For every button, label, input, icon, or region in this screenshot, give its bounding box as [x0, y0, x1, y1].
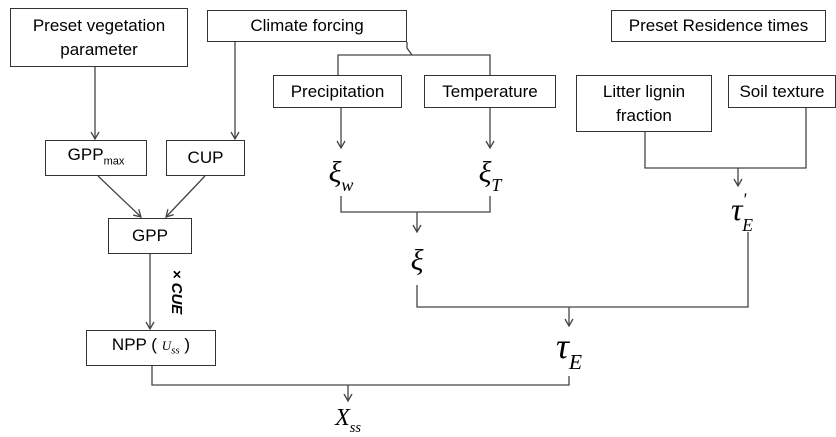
- symbol-part: E: [568, 350, 582, 374]
- cup-box: CUP: [166, 140, 245, 176]
- label-part: NPP (: [111, 335, 157, 355]
- climate-box: Climate forcing: [207, 10, 407, 42]
- temperature-box: Temperature: [424, 75, 556, 108]
- symbol-part: τ: [731, 191, 744, 227]
- symbol-part: E: [741, 215, 753, 235]
- gppmax-box: GPPmax: [45, 140, 147, 176]
- soil-box: Soil texture: [728, 75, 836, 108]
- math-symbol: ξT: [479, 156, 504, 195]
- symbol-part: X: [334, 405, 351, 431]
- math-symbol: τ' E: [731, 190, 753, 236]
- math-symbol: Xss: [334, 405, 361, 436]
- vegetation-box: Preset vegetation parameter: [10, 8, 188, 67]
- symbol-part: ss: [350, 420, 362, 436]
- label-part: Uss: [161, 338, 180, 357]
- residence-box: Preset Residence times: [611, 10, 826, 42]
- symbol-part: ξ: [411, 244, 424, 277]
- label-part: ): [184, 335, 191, 355]
- label-part: GPP: [67, 144, 104, 164]
- label-part: ss: [171, 344, 180, 357]
- precipitation-box: Precipitation: [273, 75, 402, 108]
- symbol-part: ξ: [329, 156, 342, 189]
- litter-box: Litter lignin fraction: [576, 75, 712, 132]
- gpp-box: GPP: [108, 218, 192, 254]
- symbol-part: τ: [556, 326, 570, 366]
- edge-label: × CUE: [168, 270, 185, 316]
- math-symbol: ξ: [411, 244, 424, 277]
- npp-box: NPP ( Uss ): [86, 330, 216, 366]
- label-part: max: [103, 155, 125, 168]
- symbol-part: ': [742, 190, 746, 210]
- lines: [90, 42, 807, 403]
- symbol-part: w: [341, 175, 353, 195]
- math-symbol: τE: [556, 326, 582, 374]
- symbol-part: ξ: [479, 156, 492, 189]
- symbol-part: T: [491, 175, 503, 195]
- math-symbol: ξw: [329, 156, 354, 195]
